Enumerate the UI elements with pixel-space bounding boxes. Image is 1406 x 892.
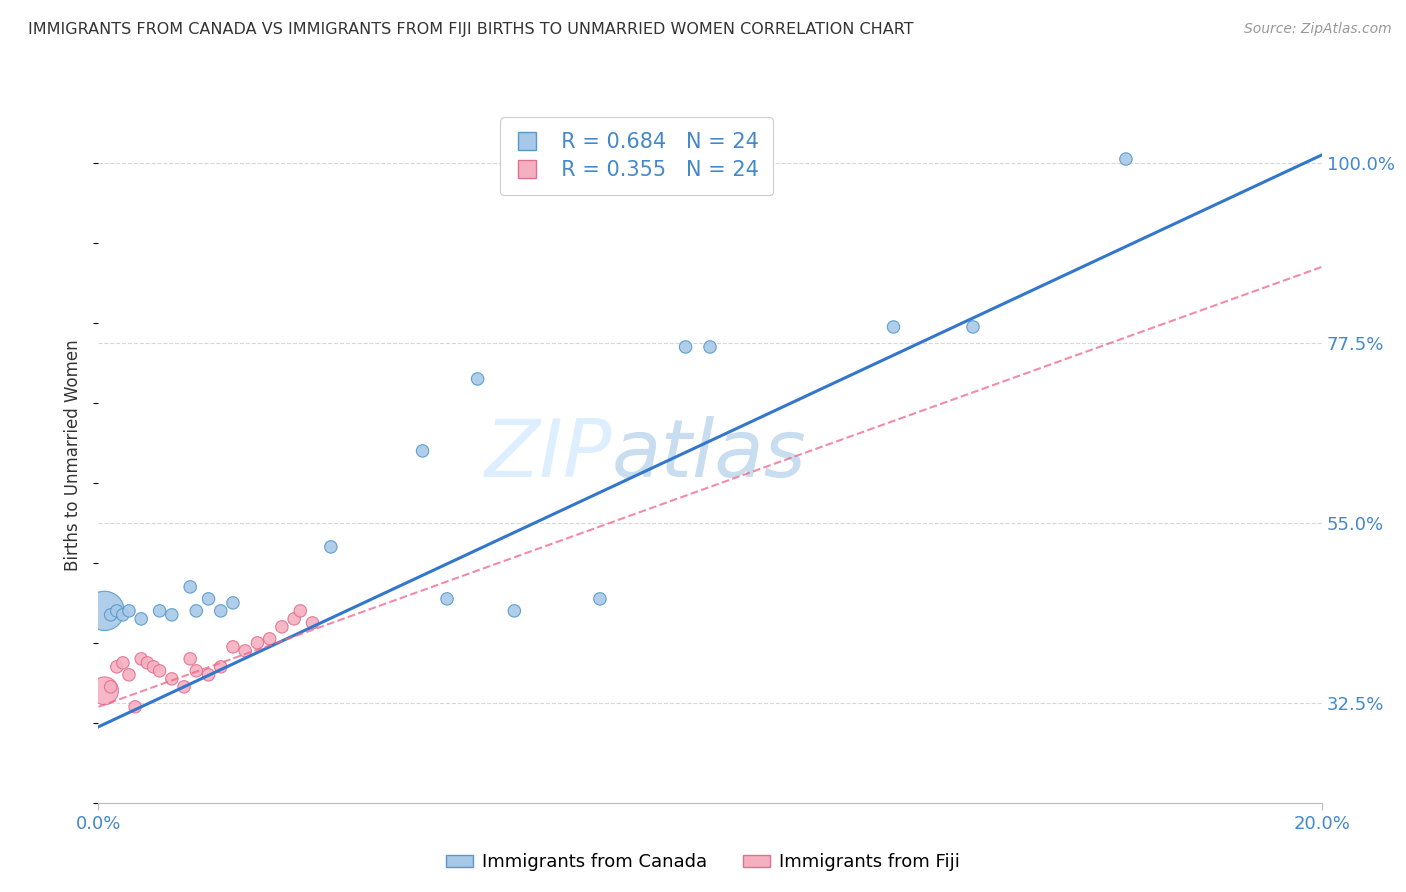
Point (467, 372, 489, 386)
Legend: Immigrants from Canada, Immigrants from Fiji: Immigrants from Canada, Immigrants from … (439, 847, 967, 879)
Point (118, 668, 141, 682)
Point (270, 620, 292, 634)
Point (124, 699, 146, 714)
Point (142, 660, 165, 674)
Legend:   R = 0.684   N = 24,   R = 0.355   N = 24: R = 0.684 N = 24, R = 0.355 N = 24 (501, 118, 773, 195)
Point (1115, 152, 1137, 166)
Point (962, 320, 984, 334)
Point (259, 632, 281, 646)
Point (186, 664, 208, 678)
Point (319, 540, 342, 554)
Point (222, 596, 245, 610)
Point (675, 340, 697, 354)
Point (129, 652, 152, 666)
Point (589, 591, 612, 606)
Point (173, 680, 195, 694)
Point (197, 591, 219, 606)
Point (129, 612, 152, 626)
Point (233, 644, 256, 658)
Point (301, 615, 323, 630)
Point (105, 660, 128, 674)
Text: ZIP: ZIP (485, 416, 612, 494)
Text: Source: ZipAtlas.com: Source: ZipAtlas.com (1244, 22, 1392, 37)
Point (105, 604, 128, 618)
Point (118, 604, 141, 618)
Point (283, 612, 305, 626)
Point (290, 604, 312, 618)
Point (436, 591, 458, 606)
Point (93, 683, 115, 698)
Point (179, 652, 201, 666)
Point (209, 604, 232, 618)
Point (197, 668, 219, 682)
Point (136, 656, 159, 670)
Point (160, 672, 183, 686)
Point (209, 660, 232, 674)
Point (160, 607, 183, 622)
Point (246, 636, 269, 650)
Point (100, 607, 122, 622)
Point (93, 604, 115, 618)
Point (883, 320, 905, 334)
Text: atlas: atlas (612, 416, 807, 494)
Point (149, 664, 172, 678)
Y-axis label: Births to Unmarried Women: Births to Unmarried Women (65, 339, 83, 571)
Point (111, 607, 134, 622)
Point (503, 604, 526, 618)
Point (222, 640, 245, 654)
Text: IMMIGRANTS FROM CANADA VS IMMIGRANTS FROM FIJI BIRTHS TO UNMARRIED WOMEN CORRELA: IMMIGRANTS FROM CANADA VS IMMIGRANTS FRO… (28, 22, 914, 37)
Point (699, 340, 721, 354)
Point (149, 604, 172, 618)
Point (100, 680, 122, 694)
Point (111, 656, 134, 670)
Point (186, 604, 208, 618)
Point (412, 444, 434, 458)
Point (179, 580, 201, 594)
